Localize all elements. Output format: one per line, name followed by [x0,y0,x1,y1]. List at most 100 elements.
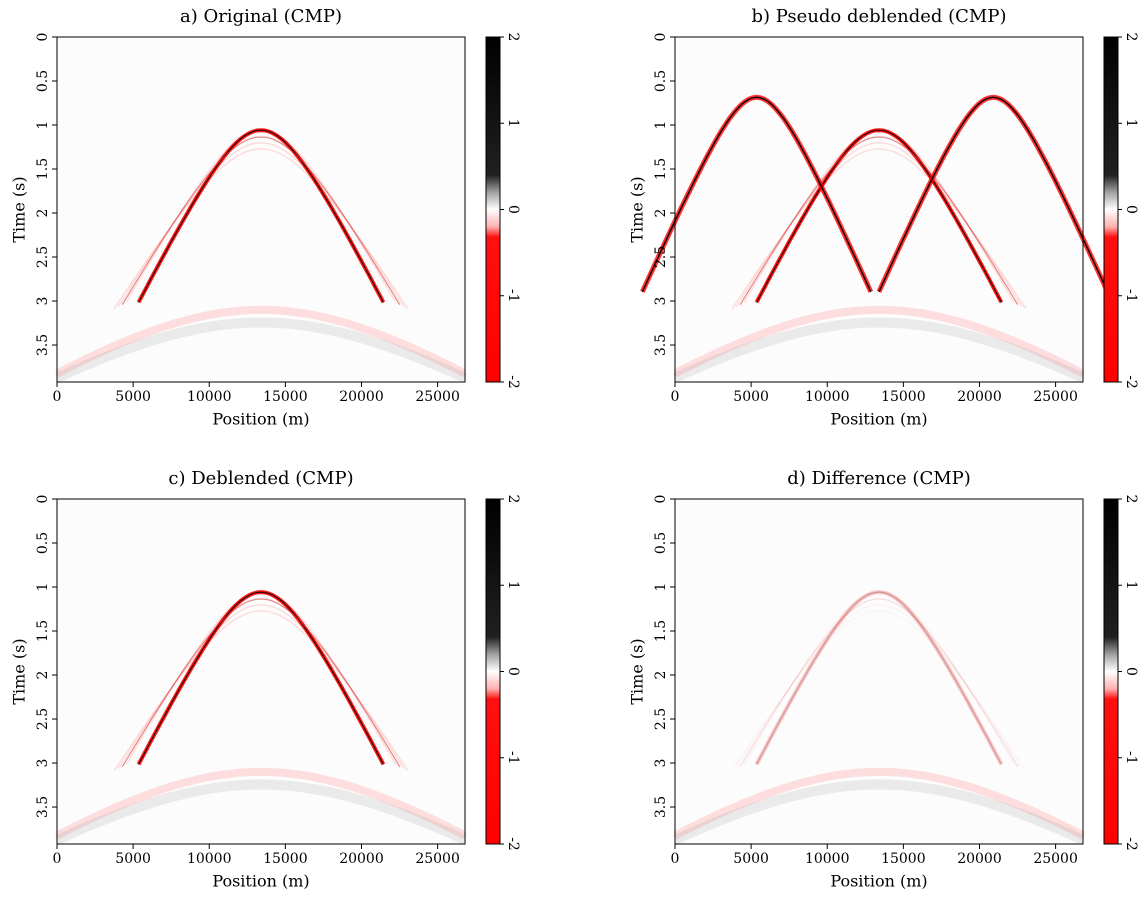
blended-event [641,96,872,293]
chart-title: b) Pseudo deblended (CMP) [752,6,1007,27]
y-tick-label: 1.5 [653,158,669,180]
event [673,305,1085,378]
plot-frame [674,498,1084,845]
event [138,129,384,303]
plot-frame [56,498,466,845]
event [739,136,1019,306]
colorbar-tick-label: -2 [1123,837,1139,851]
x-tick-label: 5000 [115,389,151,405]
x-tick-label: 25000 [1033,851,1078,867]
event [113,148,409,310]
event [54,779,468,845]
plot-frame [674,36,1084,383]
y-tick-label: 0 [653,495,669,504]
y-tick-label: 3 [653,297,669,306]
chart-title: d) Difference (CMP) [787,468,971,489]
chart-title: c) Deblended (CMP) [168,468,353,489]
colorbar-tick-label: 0 [505,667,521,676]
x-tick-label: 5000 [733,851,769,867]
y-tick-label: 3 [653,759,669,768]
event [55,305,467,378]
plot-background [57,499,465,844]
event [55,767,467,840]
x-tick-label: 15000 [263,389,308,405]
colorbar-tick-label: 1 [1123,581,1139,590]
y-tick-label: 1 [653,583,669,592]
blended-event [878,96,1109,293]
event [731,148,1027,310]
colorbar [1103,498,1119,845]
event [113,610,409,772]
x-tick-label: 0 [671,851,680,867]
colorbar-tick-label: -2 [1123,375,1139,389]
y-axis-label: Time (s) [10,638,29,704]
event [121,598,401,768]
y-tick-label: 0 [653,33,669,42]
event [672,779,1086,845]
y-tick-label: 3.5 [653,334,669,356]
y-tick-label: 1 [653,121,669,130]
x-tick-label: 20000 [339,389,384,405]
colorbar-tick-label: -1 [1123,751,1139,765]
y-tick-label: 0.5 [653,532,669,554]
y-tick-label: 2 [35,671,51,680]
colorbar [485,36,501,383]
y-tick-label: 3.5 [35,796,51,818]
x-tick-label: 25000 [415,389,460,405]
plot-frame [56,36,466,383]
x-axis-label: Position (m) [212,410,309,429]
x-axis-label: Position (m) [830,410,927,429]
event [756,129,1002,303]
colorbar [1103,36,1119,383]
y-tick-label: 0.5 [35,70,51,92]
x-tick-label: 25000 [1033,389,1078,405]
y-tick-label: 2.5 [35,246,51,268]
x-tick-label: 25000 [415,851,460,867]
x-tick-label: 20000 [339,851,384,867]
plot-background [675,37,1083,382]
x-tick-label: 5000 [733,389,769,405]
colorbar-tick-label: 0 [1123,667,1139,676]
x-tick-label: 10000 [187,389,232,405]
event [121,136,401,306]
y-tick-label: 0.5 [35,532,51,554]
colorbar-tick-label: 2 [1123,495,1139,504]
y-axis-label: Time (s) [10,176,29,242]
y-tick-label: 2.5 [653,708,669,730]
y-tick-label: 0 [35,495,51,504]
y-tick-label: 3 [35,297,51,306]
colorbar [485,498,501,845]
y-axis-label: Time (s) [628,176,647,242]
x-tick-label: 0 [53,851,62,867]
colorbar-tick-label: 2 [505,495,521,504]
y-tick-label: 1.5 [653,620,669,642]
colorbar-tick-label: -2 [505,837,521,851]
event [138,591,384,765]
y-tick-label: 0.5 [653,70,669,92]
x-tick-label: 10000 [187,851,232,867]
y-tick-label: 3 [35,759,51,768]
x-axis-label: Position (m) [830,872,927,891]
y-tick-label: 1.5 [35,158,51,180]
x-tick-label: 10000 [805,851,850,867]
colorbar-tick-label: 2 [1123,33,1139,42]
event [672,317,1086,383]
y-tick-label: 3.5 [35,334,51,356]
event [673,767,1085,840]
x-tick-label: 20000 [957,851,1002,867]
event [739,598,1019,768]
x-tick-label: 10000 [805,389,850,405]
y-axis-label: Time (s) [628,638,647,704]
colorbar-tick-label: -1 [505,289,521,303]
event [754,590,1004,766]
event [54,317,468,383]
colorbar-tick-label: 0 [1123,205,1139,214]
y-tick-label: 2 [35,209,51,218]
plot-background [57,37,465,382]
colorbar-tick-label: -2 [505,375,521,389]
x-tick-label: 15000 [881,389,926,405]
x-tick-label: 5000 [115,851,151,867]
colorbar-tick-label: -1 [1123,289,1139,303]
y-tick-label: 2.5 [653,246,669,268]
